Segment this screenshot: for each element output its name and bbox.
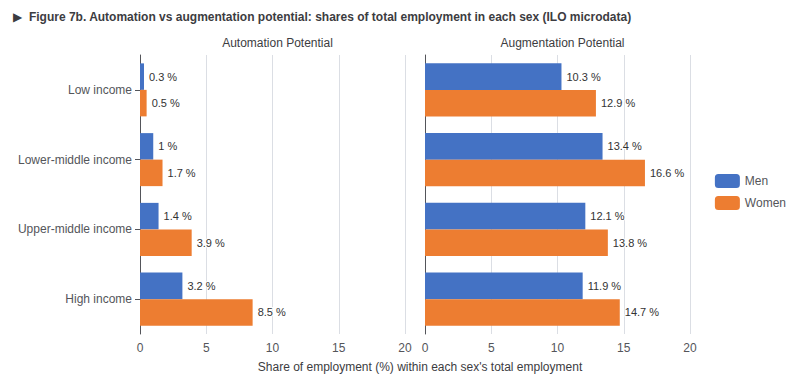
svg-text:12.1 %: 12.1 % (590, 210, 624, 222)
svg-text:High income: High income (65, 292, 132, 306)
svg-text:13.8 %: 13.8 % (613, 237, 647, 249)
svg-text:5: 5 (488, 341, 495, 355)
svg-text:▶ Figure 7b. Automation vs au: ▶ Figure 7b. Automation vs augmentation … (13, 10, 631, 24)
svg-text:10.3 %: 10.3 % (566, 71, 600, 83)
svg-text:11.9 %: 11.9 % (588, 280, 622, 292)
svg-text:15: 15 (332, 341, 346, 355)
svg-text:1 %: 1 % (158, 140, 177, 152)
svg-text:0.5 %: 0.5 % (152, 97, 180, 109)
svg-text:Upper-middle income: Upper-middle income (18, 222, 132, 236)
svg-text:0.3 %: 0.3 % (149, 71, 177, 83)
svg-text:Women: Women (745, 196, 786, 210)
svg-text:1.7 %: 1.7 % (168, 167, 196, 179)
svg-text:20: 20 (398, 341, 412, 355)
svg-text:Automation Potential: Automation Potential (222, 36, 333, 50)
svg-text:16.6 %: 16.6 % (650, 167, 684, 179)
svg-text:Share of employment (%) within: Share of employment (%) within each sex'… (258, 360, 583, 374)
svg-text:Men: Men (745, 174, 768, 188)
svg-text:13.4 %: 13.4 % (608, 140, 642, 152)
svg-text:Low income: Low income (68, 83, 132, 97)
svg-text:20: 20 (683, 341, 697, 355)
svg-text:15: 15 (617, 341, 631, 355)
svg-text:Lower-middle income: Lower-middle income (18, 153, 132, 167)
svg-text:10: 10 (266, 341, 280, 355)
svg-text:12.9 %: 12.9 % (601, 97, 635, 109)
svg-text:Augmentation Potential: Augmentation Potential (500, 36, 624, 50)
svg-text:3.2 %: 3.2 % (187, 280, 215, 292)
svg-text:0: 0 (137, 341, 144, 355)
svg-text:0: 0 (422, 341, 429, 355)
svg-text:10: 10 (551, 341, 565, 355)
svg-text:8.5 %: 8.5 % (258, 306, 286, 318)
svg-text:3.9 %: 3.9 % (197, 237, 225, 249)
svg-text:1.4 %: 1.4 % (164, 210, 192, 222)
svg-text:14.7 %: 14.7 % (625, 306, 659, 318)
svg-text:5: 5 (203, 341, 210, 355)
